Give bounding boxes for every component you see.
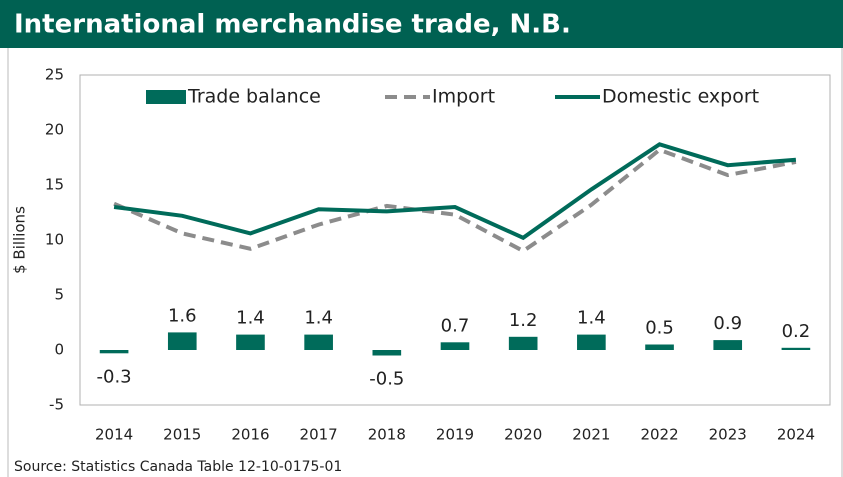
x-tick-label: 2016 <box>231 426 269 444</box>
data-label: 0.5 <box>645 318 674 339</box>
legend-label: Trade balance <box>187 86 321 108</box>
x-tick-label: 2023 <box>709 426 747 444</box>
data-label: 1.6 <box>168 305 197 326</box>
bar <box>372 350 402 356</box>
source: Source: Statistics Canada Table 12-10-01… <box>14 459 342 475</box>
bar <box>99 350 129 354</box>
line <box>113 147 797 254</box>
y-tick-label: 5 <box>54 286 64 304</box>
y-tick-label: 25 <box>45 66 64 84</box>
data-label: -0.3 <box>97 366 132 387</box>
bar <box>440 342 470 350</box>
legend-label: Domestic export <box>602 86 759 108</box>
y-tick-label: 20 <box>45 121 64 139</box>
bar <box>713 340 743 350</box>
bar <box>577 334 606 350</box>
bar <box>304 334 333 350</box>
x-tick-label: 2014 <box>95 426 133 444</box>
data-label: -0.5 <box>369 369 404 390</box>
legend-label: Import <box>432 86 495 108</box>
data-label: 0.2 <box>782 321 811 342</box>
bar <box>508 336 538 350</box>
y-tick-label: 10 <box>45 231 64 249</box>
data-label: 1.4 <box>236 308 265 329</box>
data-label: 0.9 <box>713 313 742 334</box>
bar <box>236 334 265 350</box>
line <box>113 142 797 241</box>
x-tick-label: 2020 <box>504 426 542 444</box>
y-tick-label: 15 <box>45 176 64 194</box>
x-tick-label: 2021 <box>572 426 610 444</box>
y-tick-label: -5 <box>49 396 64 414</box>
x-tick-label: 2017 <box>300 426 338 444</box>
x-tick-label: 2015 <box>163 426 201 444</box>
x-tick-label: 2022 <box>640 426 678 444</box>
data-label: 1.4 <box>577 308 606 329</box>
legend-swatch <box>146 90 186 104</box>
y-axis-label: $ Billions <box>11 206 29 274</box>
data-label: 0.7 <box>441 315 470 336</box>
chart-title: International merchandise trade, N.B. <box>14 10 571 40</box>
x-tick-label: 2024 <box>777 426 815 444</box>
data-label: 1.4 <box>304 308 333 329</box>
x-tick-label: 2019 <box>436 426 474 444</box>
bar <box>781 347 811 350</box>
bar <box>167 332 197 350</box>
y-tick-label: 0 <box>54 341 64 359</box>
data-label: 1.2 <box>509 310 538 331</box>
plot-area <box>79 74 831 406</box>
x-tick-label: 2018 <box>368 426 406 444</box>
title-banner <box>0 0 843 48</box>
bar <box>645 344 674 350</box>
